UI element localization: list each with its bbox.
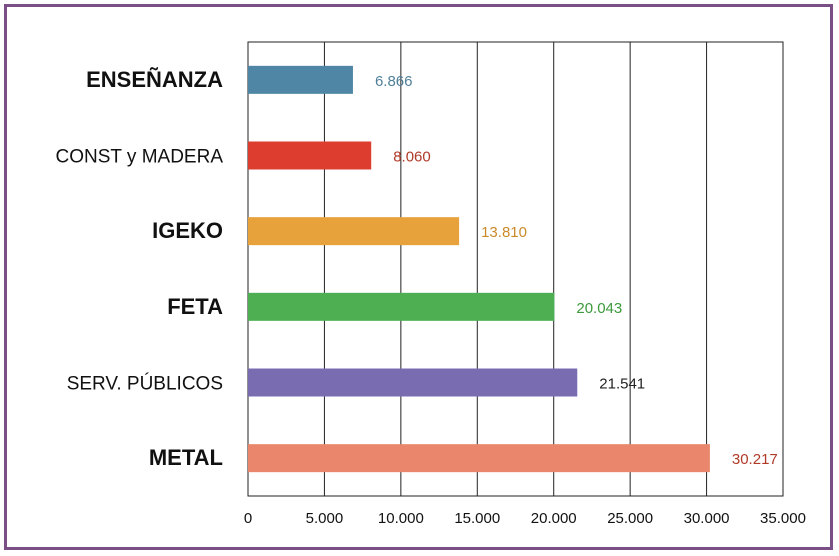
x-tick-label: 20.000 xyxy=(531,510,577,527)
x-tick-label: 0 xyxy=(244,510,252,527)
plot-area-border xyxy=(247,41,784,497)
x-tick-label: 35.000 xyxy=(760,510,806,527)
bar-6 xyxy=(248,444,710,473)
category-label: CONST y MADERA xyxy=(55,147,223,168)
value-label: 8.060 xyxy=(393,149,431,166)
value-label: 6.866 xyxy=(375,73,413,90)
bar-2 xyxy=(248,141,372,170)
x-tick-label: 30.000 xyxy=(684,510,730,527)
category-label: METAL xyxy=(149,445,223,470)
bar-layer xyxy=(248,65,710,473)
grid-layer xyxy=(247,41,784,497)
label-layer: 0 5.000 10.000 15.000 20.000 25.000 30.000 35.0… xyxy=(55,67,805,527)
category-label: FETA xyxy=(167,294,223,319)
value-label: 30.217 xyxy=(732,451,778,468)
category-label: IGEKO xyxy=(152,218,223,243)
x-tick-label: 10.000 xyxy=(378,510,424,527)
bar-5 xyxy=(248,368,578,397)
x-tick-label: 15.000 xyxy=(454,510,500,527)
value-label: 20.043 xyxy=(576,300,622,317)
bar-1 xyxy=(248,65,353,94)
bar-4 xyxy=(248,292,555,321)
category-label: ENSEÑANZA xyxy=(86,67,223,92)
value-label: 13.810 xyxy=(481,224,527,241)
category-label: SERV. PÚBLICOS xyxy=(67,373,223,395)
x-tick-label: 5.000 xyxy=(306,510,344,527)
x-tick-label: 25.000 xyxy=(607,510,653,527)
value-label: 21.541 xyxy=(599,376,645,393)
bar-3 xyxy=(248,217,460,246)
